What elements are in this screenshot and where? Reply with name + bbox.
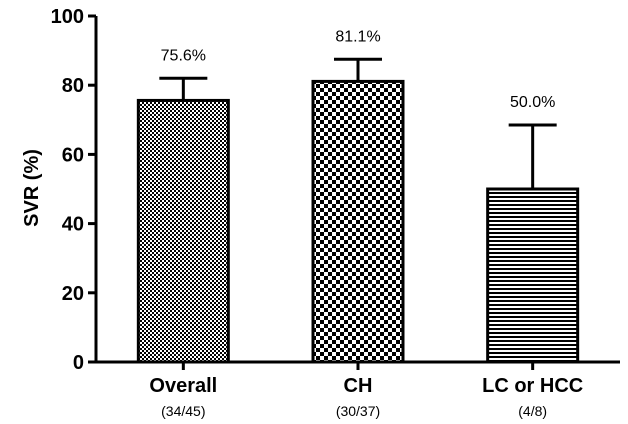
bar	[136, 98, 230, 364]
x-tick-sublabel: (30/37)	[336, 403, 380, 419]
x-axis: Overall (34/45) CH (30/37) LC or HCC (4/8)	[96, 360, 620, 419]
x-tick-label: Overall	[149, 375, 217, 397]
x-tick-sublabel: (34/45)	[161, 403, 205, 419]
data-label: 75.6%	[161, 47, 206, 64]
y-axis-label: SVR (%)	[21, 149, 43, 227]
y-tick-label: 40	[62, 214, 84, 236]
bar	[311, 79, 405, 364]
x-tick-label: CH	[344, 375, 373, 397]
y-tick-label: 80	[62, 75, 84, 97]
y-tick-label: 100	[51, 6, 84, 28]
x-tick-label: LC or HCC	[482, 375, 583, 397]
bar	[486, 187, 580, 364]
data-label: 81.1%	[335, 28, 380, 45]
data-label: 50.0%	[510, 94, 555, 111]
y-tick-label: 0	[73, 352, 84, 374]
y-tick-label: 60	[62, 144, 84, 166]
bars: 75.6% 81.1% 50.0%	[136, 28, 580, 364]
y-tick-label: 20	[62, 283, 84, 305]
y-axis: 0 20 40 60 80 100	[51, 6, 98, 374]
x-tick-sublabel: (4/8)	[518, 403, 547, 419]
